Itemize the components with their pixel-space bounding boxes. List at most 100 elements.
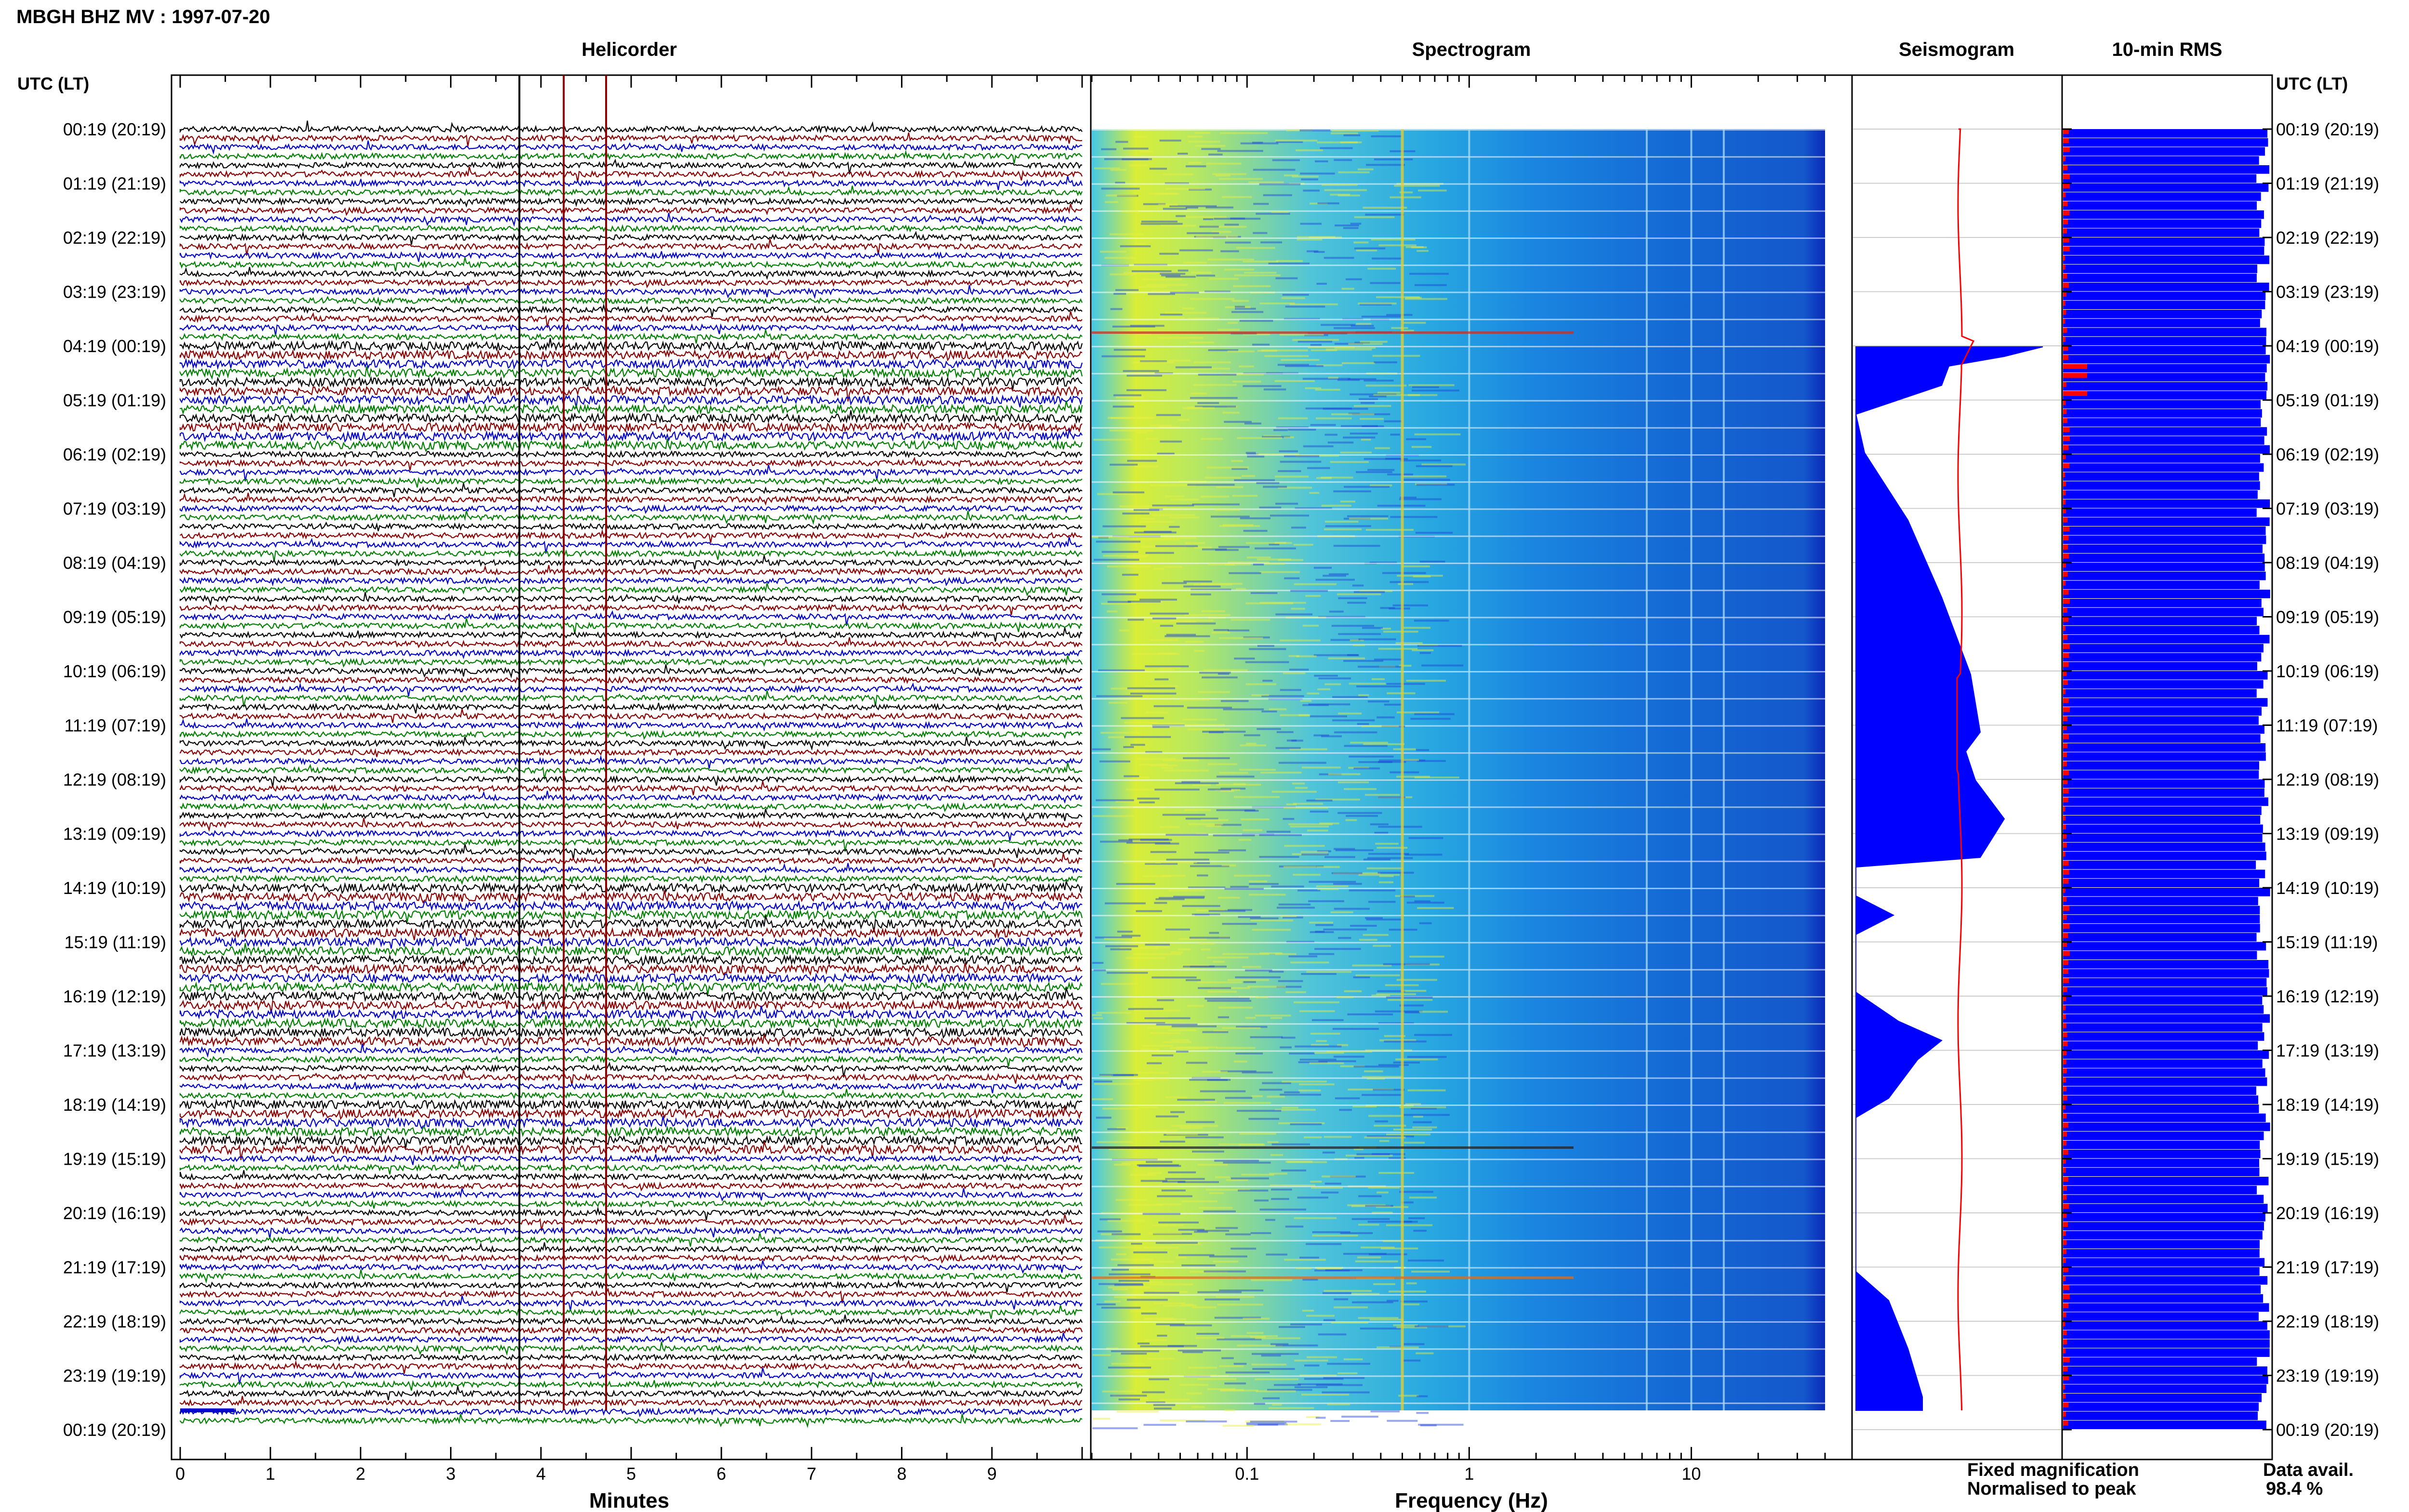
helicorder-trace: [179, 492, 1083, 506]
spectrogram-speckle: [1224, 1382, 1246, 1385]
spectrogram-speckle: [1360, 418, 1384, 420]
spectrogram-speckle: [1127, 618, 1144, 621]
helicorder-trace: [179, 1006, 1083, 1021]
spectrogram-speckle: [1297, 889, 1321, 892]
helicorder-trace: [179, 323, 1083, 336]
spectrogram-speckle: [1380, 607, 1395, 609]
spectrogram-speckle: [1154, 947, 1170, 949]
rms-peak-bar: [2063, 671, 2067, 676]
spectrogram-speckle: [1161, 1189, 1186, 1192]
spectrogram-speckle: [1199, 942, 1215, 945]
rms-bar: [2063, 445, 2270, 454]
spectrogram-speckle: [1266, 1253, 1287, 1256]
spectrogram-speckle: [1324, 257, 1354, 259]
spectrogram-speckle: [1356, 1153, 1390, 1156]
spectrogram-speckle: [1367, 1135, 1414, 1138]
spectrogram-speckle: [1207, 990, 1237, 993]
spectrogram-speckle: [1157, 999, 1174, 1001]
rms-bar: [2063, 1402, 2259, 1411]
spectrogram-gap: [1092, 346, 1825, 347]
spectrogram-speckle: [1143, 1016, 1168, 1019]
rms-peak-bar: [2063, 481, 2066, 486]
spectrogram-speckle: [1109, 429, 1153, 432]
spectrogram-speckle: [1356, 685, 1403, 688]
spectrogram-speckle: [1147, 1357, 1175, 1360]
spectrogram-speckle: [1343, 788, 1377, 790]
rms-peak-bar: [2063, 301, 2065, 306]
spectrogram-speckle: [1150, 639, 1178, 642]
spectrogram-speckle: [1284, 365, 1324, 368]
spectrogram-speckle: [1194, 852, 1230, 854]
spectrogram-speckle: [1308, 703, 1350, 706]
rms-peak-bar: [2063, 1312, 2066, 1317]
spectrogram-speckle: [1153, 567, 1164, 570]
spectrogram-speckle: [1391, 327, 1408, 329]
spectrogram-speckle: [1199, 1207, 1233, 1209]
spectrogram-speckle: [1107, 610, 1118, 613]
spectrogram-speckle: [1255, 547, 1296, 550]
helicorder-tick-label: 6: [716, 1464, 726, 1484]
spectrogram-speckle: [1367, 857, 1413, 859]
spectrogram-speckle: [1309, 921, 1334, 924]
spectrogram-speckle: [1313, 734, 1329, 736]
spectrogram-speckle: [1316, 141, 1362, 144]
row-label-right: 23:19 (19:19): [2276, 1366, 2379, 1386]
rms-bar: [2063, 617, 2257, 626]
spectrogram-speckle: [1383, 963, 1430, 965]
spectrogram-speckle: [1144, 1317, 1174, 1320]
helicorder-trace: [179, 1253, 1083, 1264]
row-label-right: 18:19 (14:19): [2276, 1095, 2379, 1115]
spectrogram-speckle: [1110, 1394, 1147, 1397]
spectrogram-gap: [1092, 400, 1825, 402]
spectrogram-speckle: [1208, 910, 1245, 912]
spectrogram-speckle: [1361, 402, 1375, 404]
spectrogram-speckle: [1233, 1060, 1247, 1063]
spectrogram-speckle: [1304, 1136, 1322, 1139]
spectrogram-speckle: [1412, 649, 1434, 652]
spectrogram-speckle: [1226, 1179, 1248, 1182]
spectrogram-speckle: [1324, 189, 1367, 191]
spectrogram-speckle: [1278, 1122, 1325, 1124]
helicorder-trace: [179, 763, 1083, 780]
spectrogram-speckle: [1278, 470, 1301, 473]
spectrogram-speckle: [1310, 343, 1322, 346]
spectrogram-speckle: [1155, 898, 1185, 900]
spectrogram-speckle: [1331, 132, 1358, 134]
spectrogram-speckle: [1196, 275, 1216, 277]
helicorder-trace: [179, 981, 1083, 995]
spectrogram-speckle: [1324, 683, 1341, 685]
spectrogram-speckle: [1322, 1391, 1370, 1394]
spectrogram-speckle: [1222, 411, 1240, 414]
spectrogram-speckle: [1239, 1132, 1276, 1135]
spectrogram-speckle: [1419, 1325, 1466, 1328]
seismogram-normalised-trace: [1956, 128, 1975, 1411]
spectrogram-speckle: [1160, 440, 1182, 443]
rms-bar: [2063, 165, 2270, 174]
spectrogram-speckle: [1202, 676, 1238, 679]
spectrogram-speckle: [1414, 713, 1455, 715]
spectrogram-speckle: [1169, 526, 1180, 528]
rms-peak-bar: [2063, 1294, 2070, 1300]
spectrogram-speckle: [1418, 644, 1438, 646]
spectrogram-speckle: [1201, 495, 1230, 498]
helicorder-trace: [179, 329, 1083, 344]
spectrogram-speckle: [1150, 484, 1196, 486]
row-label-left: 01:19 (21:19): [63, 174, 166, 194]
spectrogram-speckle: [1192, 1150, 1224, 1153]
rms-peak-bar: [2063, 833, 2067, 839]
rms-peak-bar: [2063, 689, 2066, 694]
spectrogram-speckle: [1093, 969, 1106, 972]
spectrogram-speckle: [1290, 1323, 1323, 1326]
spectrogram-speckle: [1245, 452, 1256, 454]
spectrogram-speckle: [1416, 1395, 1428, 1397]
spectrogram-speckle: [1127, 687, 1176, 689]
spectrogram-speckle: [1231, 311, 1264, 313]
spectrogram-speckle: [1247, 986, 1286, 988]
spectrogram-speckle: [1349, 683, 1386, 685]
spectrogram-speckle: [1322, 1151, 1335, 1154]
rms-bar: [2063, 1267, 2260, 1276]
helicorder-trace: [179, 1105, 1083, 1120]
rms-peak-bar: [2063, 1104, 2066, 1110]
helicorder-trace: [179, 311, 1083, 328]
